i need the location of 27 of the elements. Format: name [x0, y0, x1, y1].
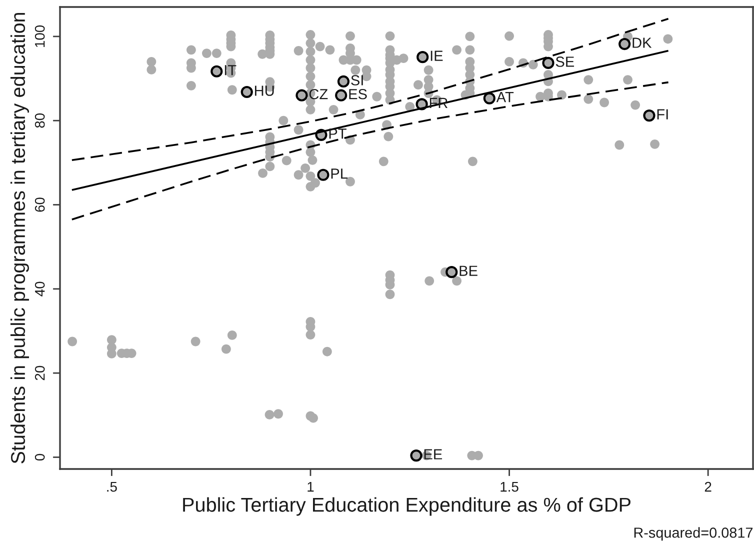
y-tick-label: 80: [34, 113, 45, 128]
y-tick-label: 20: [34, 366, 45, 380]
annotation: ES: [349, 88, 367, 100]
y-axis-title: Students in public programmes in tertiary education: [10, 12, 29, 464]
x-tick-label: 2: [704, 482, 712, 492]
y-tick-label: 40: [34, 282, 45, 296]
annotation: PL: [331, 168, 348, 179]
annotation: EE: [424, 449, 442, 460]
annotation: FI: [657, 109, 668, 120]
y-tick-label: 100: [34, 25, 45, 47]
x-axis-title: Public Tertiary Education Expenditure as % of GDP: [183, 497, 630, 516]
annotation: HU: [255, 86, 274, 96]
annotation: CZ: [309, 88, 328, 100]
y-tick-label: 0: [34, 454, 45, 461]
text: R-squared=0.0817: [634, 527, 753, 541]
annotation: FR: [430, 98, 448, 108]
x-tick-label: 1.5: [500, 482, 518, 492]
x-tick-label: .5: [107, 482, 117, 492]
x-tick-label: 1: [308, 482, 314, 492]
annotation: AT: [496, 92, 514, 102]
annotation: BE: [460, 266, 478, 276]
annotation: IE: [430, 50, 443, 61]
annotation: SE: [556, 56, 574, 67]
annotation: PT: [329, 128, 346, 139]
annotation: DK: [632, 38, 652, 48]
y-tick-label: 60: [34, 198, 45, 212]
annotation: SI: [351, 75, 363, 86]
